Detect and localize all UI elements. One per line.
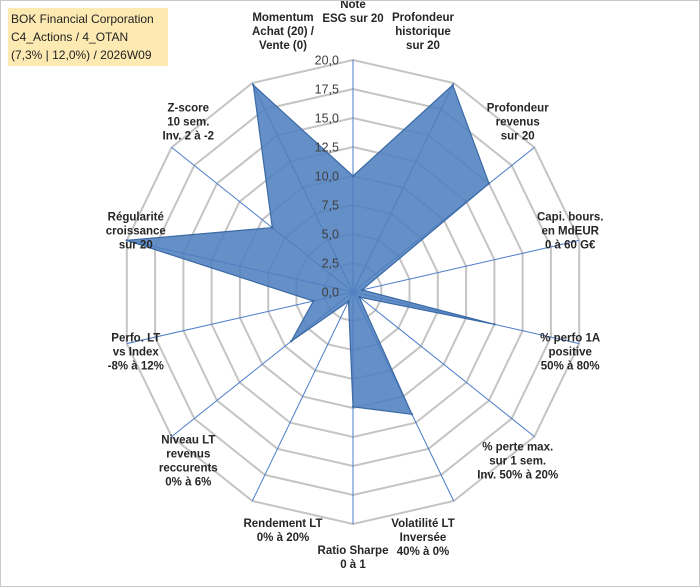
- axis-label: 0% à 6%: [165, 477, 211, 489]
- axis-label: revenus: [166, 449, 210, 461]
- axis-label: % perfo 1A: [540, 333, 600, 345]
- axis-label: sur 20: [501, 130, 535, 142]
- title-category: C4_Actions / 4_OTAN: [11, 30, 129, 44]
- tick-label: 10,0: [315, 170, 339, 184]
- axis-label: % perte max.: [482, 442, 553, 454]
- axis-label: Ratio Sharpe: [318, 545, 389, 557]
- axis-label: Niveau LT: [161, 435, 215, 447]
- axis-label: en MdEUR: [541, 226, 599, 238]
- data-point: [360, 288, 364, 292]
- data-point: [125, 239, 128, 242]
- axis-spoke: [251, 291, 354, 502]
- axis-label: 0 à 60 G€: [545, 240, 596, 252]
- axis-label: Capi. bours.: [537, 212, 603, 224]
- axis-label: positive: [548, 347, 591, 359]
- axis-label: 10 sem.: [167, 116, 209, 128]
- title-company: BOK Financial Corporation: [11, 12, 154, 26]
- axis-label: Inv. 50% à 20%: [477, 470, 558, 482]
- tick-label: 7,5: [322, 199, 339, 213]
- title-box: BOK Financial Corporation C4_Actions / 4…: [8, 8, 168, 66]
- axis-label: sur 1 sem.: [489, 456, 546, 468]
- axis-label: Perfo. LT: [111, 333, 160, 345]
- axis-label: reccurents: [159, 463, 218, 475]
- axis-label: Z-score: [168, 102, 210, 114]
- axis-label: ESG sur 20: [322, 13, 383, 25]
- data-point: [271, 226, 274, 229]
- axis-label: vs Index: [113, 347, 160, 359]
- series-area: [125, 83, 496, 416]
- title-period: (7,3% | 12,0%) / 2026W09: [11, 48, 152, 62]
- data-point: [347, 300, 350, 303]
- data-point: [290, 340, 293, 343]
- axis-label: 50% à 80%: [541, 361, 600, 373]
- axis-label: Volatilité LT: [391, 518, 454, 530]
- data-point: [410, 413, 414, 416]
- axis-label: Inv. 2 à -2: [163, 130, 215, 142]
- data-point: [351, 405, 355, 408]
- tick-label: 20,0: [315, 54, 339, 68]
- axis-labels: Note ESG sur 20 Profondeur historique sur 20…: [106, 1, 604, 571]
- data-point: [451, 83, 454, 87]
- axis-label: Rendement LT: [243, 518, 322, 530]
- tick-label: 12,5: [315, 141, 339, 155]
- axis-label: -8% à 12%: [108, 361, 164, 373]
- axis-label: sur 20: [406, 40, 440, 52]
- axis-label: Note: [340, 1, 366, 11]
- axis-label: Momentum: [252, 12, 313, 24]
- data-point: [358, 295, 361, 299]
- axis-spoke: [352, 291, 535, 437]
- axis-spoke: [352, 239, 580, 293]
- axis-label: 0% à 20%: [257, 532, 309, 544]
- data-point: [252, 83, 255, 87]
- axis-label: Profondeur: [487, 102, 549, 114]
- tick-label: 2,5: [322, 257, 339, 271]
- tick-label: 15,0: [315, 112, 339, 126]
- axis-label: 0 à 1: [340, 559, 366, 571]
- axis-label: Profondeur: [392, 12, 454, 24]
- tick-label: 17,5: [315, 83, 339, 97]
- axis-label: Inversée: [400, 532, 447, 544]
- tick-label: 5,0: [322, 228, 339, 242]
- tick-label: 0,0: [322, 286, 339, 300]
- radial-tick-labels: 0,0 2,5 5,0 7,5 10,0 12,5 15,0 17,5 20,0: [315, 54, 339, 300]
- axis-label: Vente (0): [259, 40, 307, 52]
- data-point: [487, 182, 491, 185]
- axis-label: Achat (20) /: [252, 26, 315, 38]
- axis-label: revenus: [496, 116, 540, 128]
- axis-label: sur 20: [119, 240, 153, 252]
- axis-label: Régularité: [108, 212, 164, 224]
- axis-label: 40% à 0%: [397, 546, 449, 558]
- axis-label: historique: [395, 26, 451, 38]
- axis-label: croissance: [106, 226, 166, 238]
- data-point: [351, 174, 355, 178]
- data-point: [312, 299, 315, 303]
- data-point: [493, 323, 496, 326]
